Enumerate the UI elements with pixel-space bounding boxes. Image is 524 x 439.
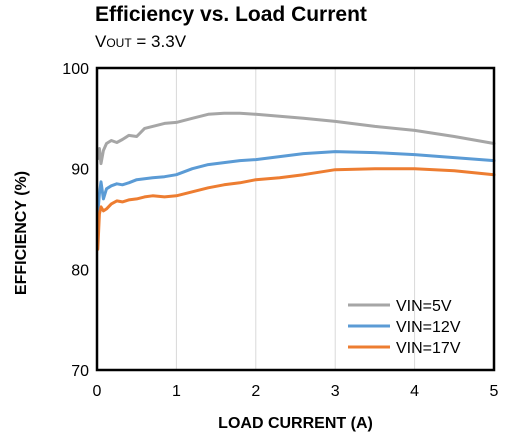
y-tick-100: 100: [62, 61, 89, 78]
legend-label-1: VIN=5V: [396, 298, 452, 315]
legend-label-2: VIN=12V: [396, 319, 461, 336]
subtitle-prefix: V: [95, 32, 107, 51]
y-tick-labels: 70 80 90 100: [62, 61, 89, 380]
grid-lines: [175, 68, 416, 370]
legend: VIN=5V VIN=12V VIN=17V: [348, 298, 461, 357]
series-line-3: [96, 167, 496, 251]
chart-title: Efficiency vs. Load Current: [95, 3, 367, 26]
subtitle-suffix: = 3.3V: [131, 32, 187, 51]
y-tick-70: 70: [71, 363, 89, 380]
chart-subtitle: VOUT = 3.3V: [95, 32, 186, 52]
y-tick-80: 80: [71, 262, 89, 279]
x-tick-4: 4: [410, 383, 419, 400]
plot-frame: [95, 66, 496, 372]
x-tick-2: 2: [251, 383, 260, 400]
subtitle-subscript: OUT: [106, 36, 132, 50]
y-tick-90: 90: [71, 162, 89, 179]
x-axis-label: LOAD CURRENT (A): [218, 415, 373, 432]
x-tick-1: 1: [172, 383, 181, 400]
series-layer: [96, 111, 496, 251]
x-tick-0: 0: [93, 383, 102, 400]
series-line-1: [96, 111, 496, 166]
series-line-2: [96, 150, 496, 216]
y-axis-label: EFFICIENCY (%): [13, 171, 30, 295]
x-tick-3: 3: [331, 383, 340, 400]
x-tick-5: 5: [490, 383, 499, 400]
x-tick-labels: 0 1 2 3 4 5: [93, 383, 499, 400]
legend-label-3: VIN=17V: [396, 340, 461, 357]
